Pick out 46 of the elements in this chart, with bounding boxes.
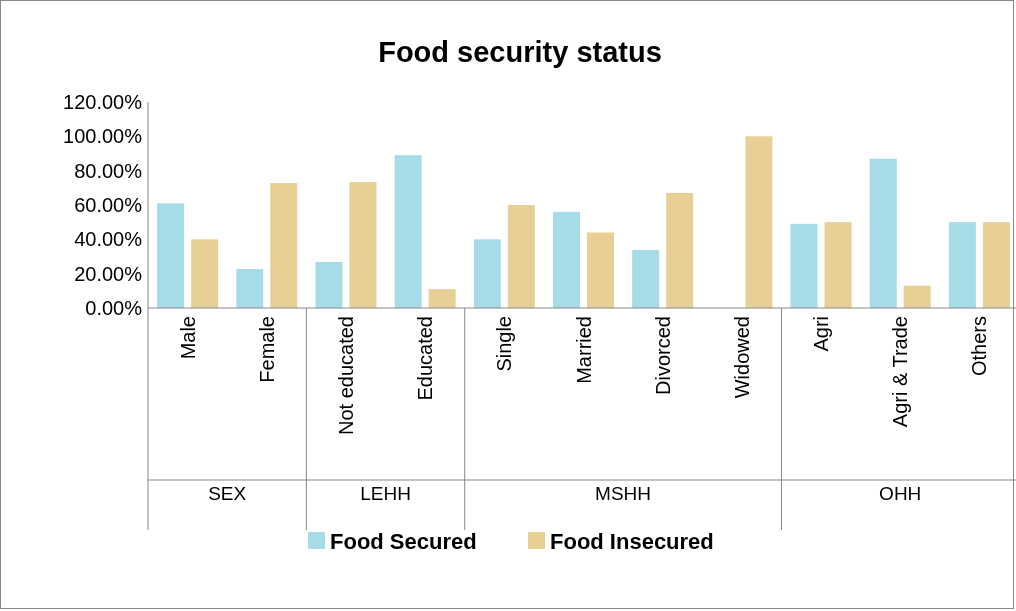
text: MSHH [595,483,652,504]
bar [473,239,501,308]
x-tick-label: Widowed [730,316,753,399]
y-tick-label: 20.00% [74,262,143,285]
bar [666,192,694,308]
y-tick-label: 120.00% [63,91,143,113]
y-tick-label: 0.00% [85,297,143,319]
y-tick-label: 60.00% [74,194,143,216]
legend-label: Food Secured [330,528,477,554]
x-tick-label: Married [572,316,595,384]
bar [236,269,264,308]
text: OHH [879,483,922,504]
bar [157,203,185,308]
bar [587,232,614,308]
bar [428,289,456,308]
bar [790,223,818,308]
bar [553,211,580,308]
x-tick-label: Not educated [334,316,357,435]
bar [745,136,773,308]
bar [349,182,377,308]
x-tick-label: Educated [414,316,437,401]
y-tick-label: 40.00% [74,228,143,251]
bar [948,222,976,308]
x-tick-label: Female [255,316,278,383]
y-tick-label: 80.00% [74,159,143,182]
bar [824,222,852,308]
x-tick-label: Male [176,316,199,360]
bar [394,155,422,308]
bar [191,239,219,308]
x-tick-label: Agri & Trade [889,316,912,428]
bar [903,285,931,308]
y-tick-label: 100.00% [63,125,143,148]
bar [507,205,535,308]
text: LEHH [360,483,411,504]
bar [632,249,660,308]
x-tick-label: Divorced [651,316,674,395]
chart-title: Food security status [378,36,662,68]
x-tick-label: Single [493,316,516,372]
legend-label: Food Insecured [550,528,714,554]
bar [315,261,343,308]
text: SEX [208,483,247,504]
bar [869,158,897,308]
x-tick-label: Agri [810,316,833,352]
x-tick-label: Others [968,316,991,377]
bar [270,183,298,308]
bar [982,222,1010,308]
